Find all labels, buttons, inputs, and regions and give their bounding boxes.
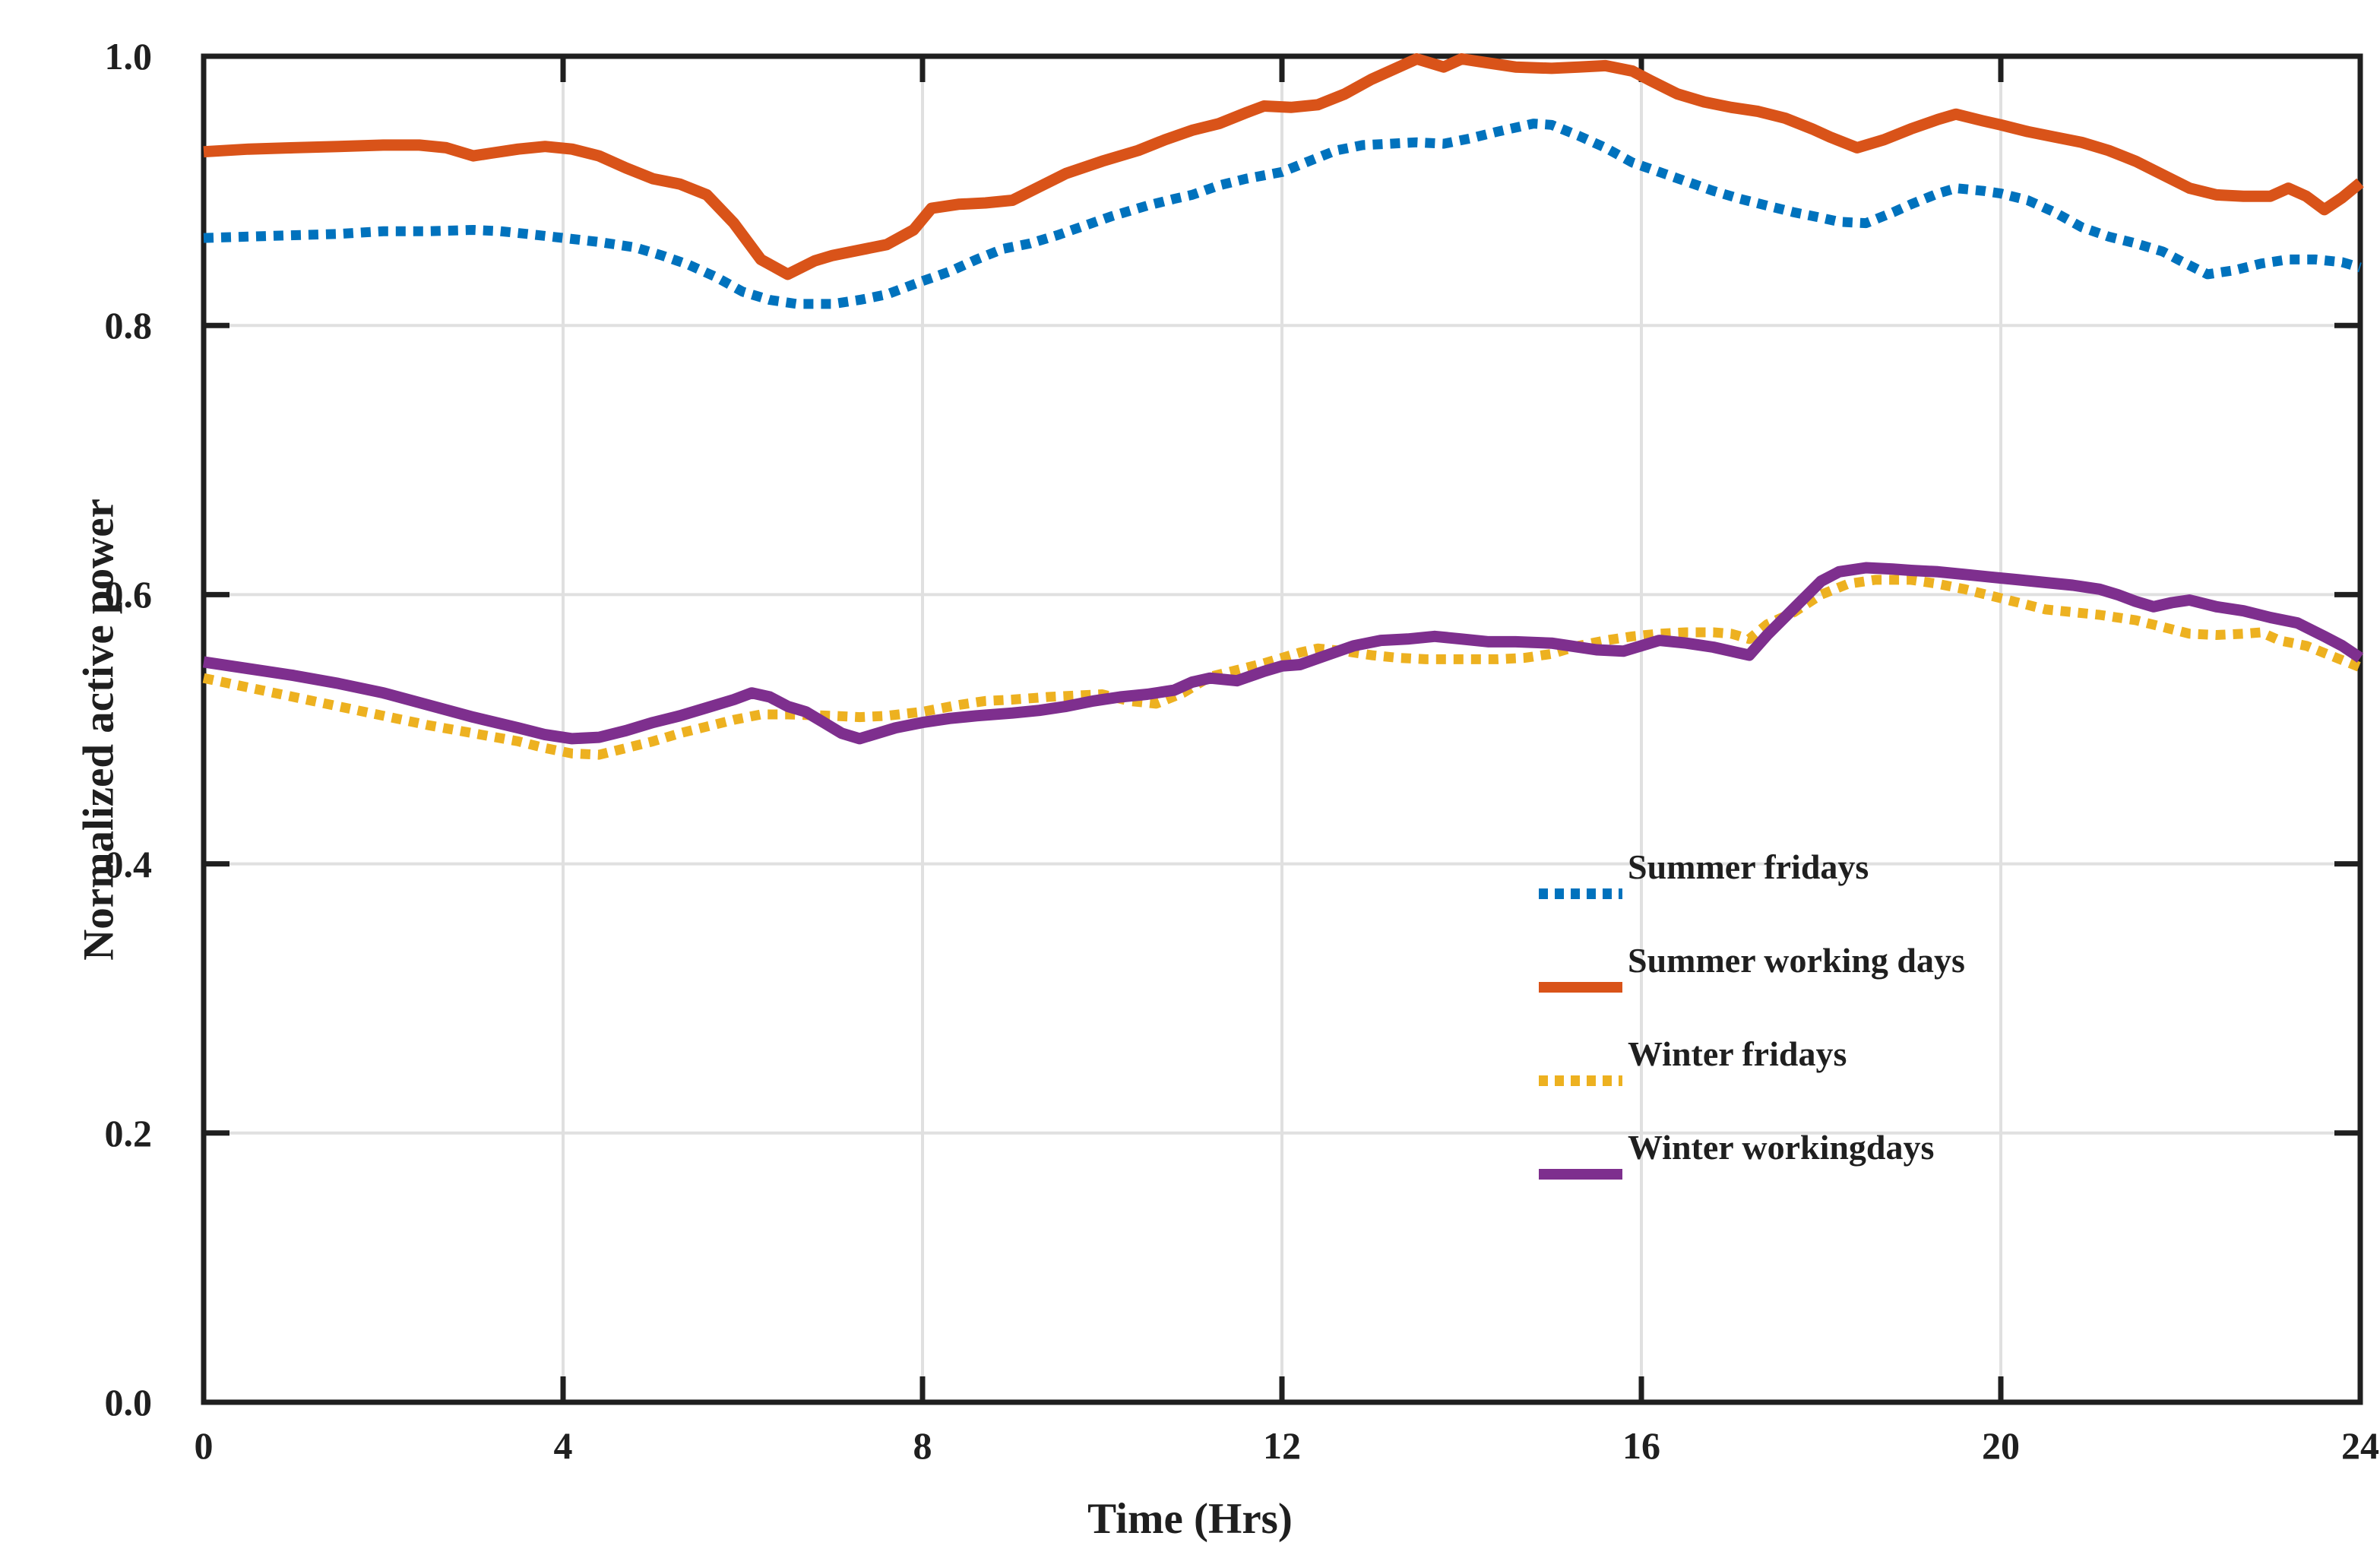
- series-line-winter-fridays: [202, 575, 2363, 760]
- legend-item-summer-working-days: Summer working days: [1539, 942, 2223, 995]
- legend-item-winter-fridays: Winter fridays: [1539, 1035, 2223, 1088]
- y-tick-label-0.6: 0.6: [104, 573, 153, 616]
- legend-label: Summer working days: [1628, 941, 1965, 980]
- legend-line-sample-winter-workingdays: [1539, 1169, 1622, 1180]
- legend-label: Summer fridays: [1628, 847, 1869, 886]
- x-axis-title: Time (Hrs): [1087, 1495, 1293, 1543]
- x-tick-label-24: 24: [2341, 1424, 2379, 1467]
- series-line-summer-fridays: [203, 119, 2362, 309]
- y-tick-label-0.4: 0.4: [104, 842, 153, 885]
- y-axis-title: Normalized active power: [74, 499, 123, 961]
- y-tick-label-1.0: 1.0: [104, 35, 153, 78]
- series-line-winter-workingdays: [202, 562, 2364, 745]
- x-tick-label-4: 4: [553, 1424, 573, 1467]
- x-tick-label-20: 20: [1982, 1424, 2020, 1467]
- y-tick-label-0.2: 0.2: [104, 1111, 153, 1154]
- y-tick-label-0.0: 0.0: [104, 1381, 153, 1424]
- legend-label: Winter workingdays: [1628, 1128, 1935, 1167]
- x-tick-label-16: 16: [1622, 1424, 1660, 1467]
- legend-label: Winter fridays: [1628, 1034, 1847, 1073]
- legend-line-sample-winter-fridays: [1539, 1075, 1622, 1086]
- series-line-summer-working-days: [203, 53, 2364, 280]
- x-tick-label-12: 12: [1263, 1424, 1301, 1467]
- legend-item-winter-workingdays: Winter workingdays: [1539, 1129, 2223, 1182]
- legend-line-sample-summer-working-days: [1539, 982, 1622, 993]
- y-tick-label-0.8: 0.8: [104, 304, 153, 347]
- x-tick-label-8: 8: [913, 1424, 932, 1467]
- x-tick-label-0: 0: [194, 1424, 214, 1467]
- legend-line-sample-summer-fridays: [1539, 888, 1622, 899]
- legend-item-summer-fridays: Summer fridays: [1539, 848, 2223, 901]
